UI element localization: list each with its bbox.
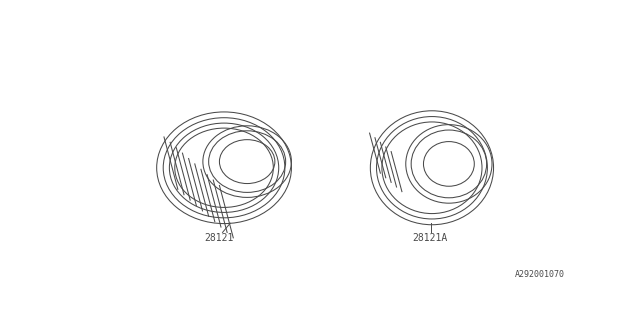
- Text: A292001070: A292001070: [515, 270, 564, 279]
- Text: 28121: 28121: [204, 233, 234, 243]
- Text: 28121A: 28121A: [412, 233, 447, 243]
